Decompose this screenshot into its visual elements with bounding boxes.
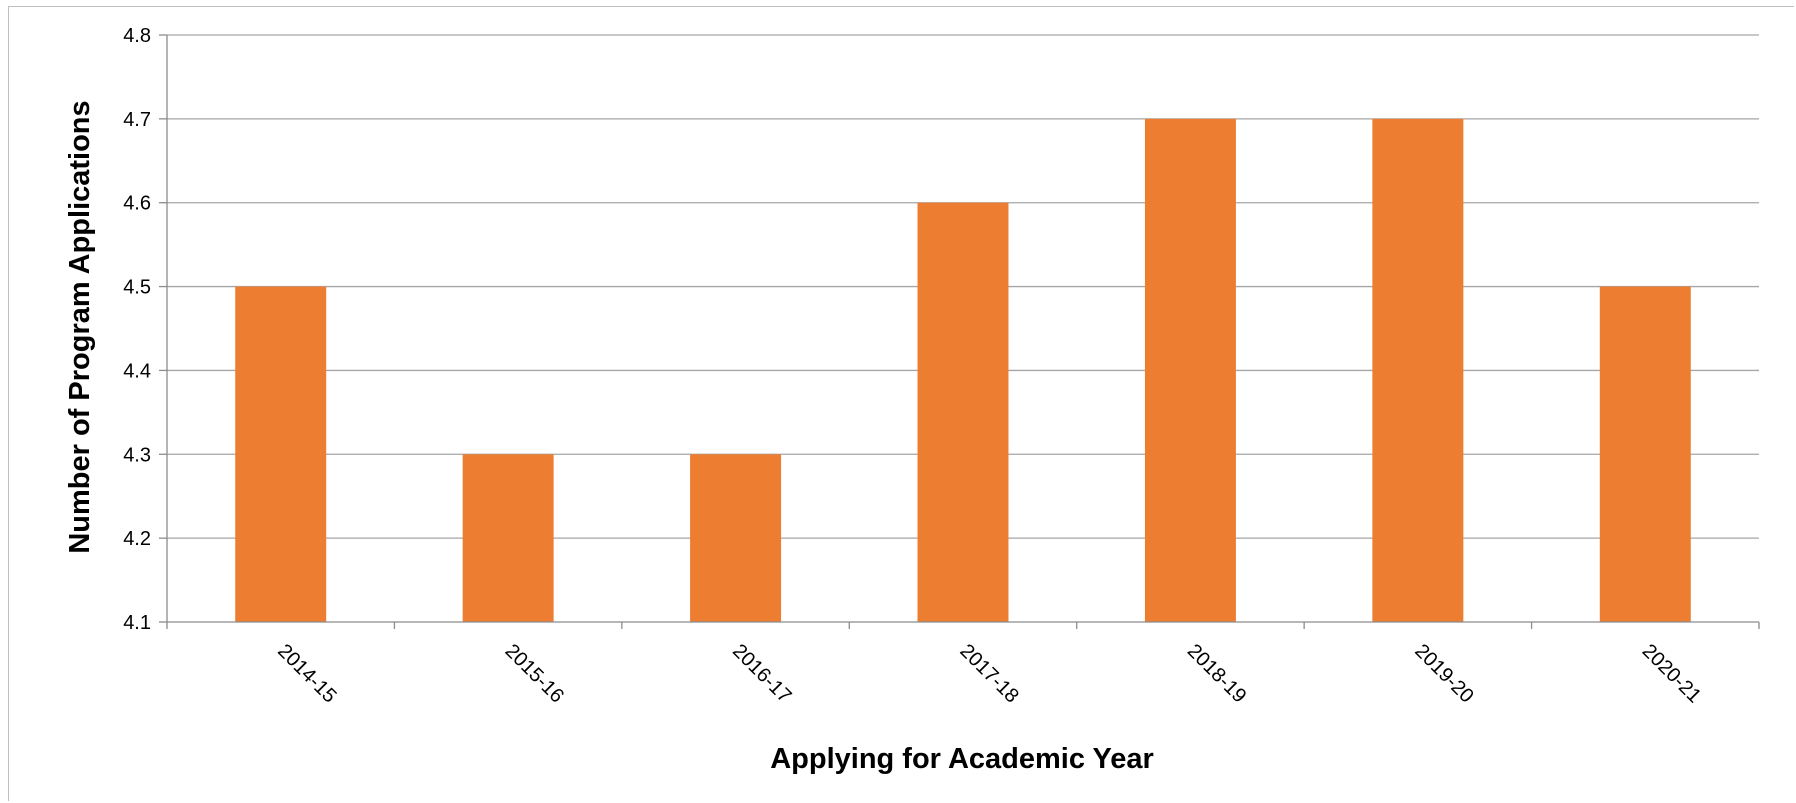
axes (159, 34, 1760, 629)
tick-labels: 4.1 4.2 4.3 4.4 4.5 4.6 4.7 4.8 2014-15 2015-16 20… (123, 25, 1705, 707)
bar (1599, 286, 1691, 622)
y-tick-label: 4.6 (123, 193, 151, 215)
bars (235, 118, 1691, 622)
bar (235, 286, 327, 622)
y-tick-label: 4.7 (123, 109, 151, 131)
x-tick-label: 2020-21 (1638, 640, 1705, 707)
y-tick-label: 4.3 (123, 444, 151, 466)
y-tick-label: 4.1 (123, 612, 151, 634)
x-tick-label: 2018-19 (1183, 640, 1250, 707)
y-tick-label: 4.8 (123, 25, 151, 47)
y-tick-label: 4.4 (123, 360, 151, 382)
chart-frame (8, 6, 1794, 801)
bar (917, 202, 1009, 622)
y-tick-label: 4.2 (123, 528, 151, 550)
bar (1144, 118, 1236, 622)
x-tick-label: 2019-20 (1410, 640, 1477, 707)
bar (1372, 118, 1464, 622)
x-tick-label: 2015-16 (501, 640, 568, 707)
x-tick-label: 2016-17 (728, 640, 795, 707)
bar (690, 454, 782, 622)
y-axis-title: Number of Program Applications (64, 100, 96, 553)
y-tick-label: 4.5 (123, 277, 151, 299)
bar (462, 454, 554, 622)
x-tick-label: 2017-18 (955, 640, 1022, 707)
x-axis-title: Applying for Academic Year (770, 743, 1154, 775)
x-tick-label: 2014-15 (273, 640, 340, 707)
